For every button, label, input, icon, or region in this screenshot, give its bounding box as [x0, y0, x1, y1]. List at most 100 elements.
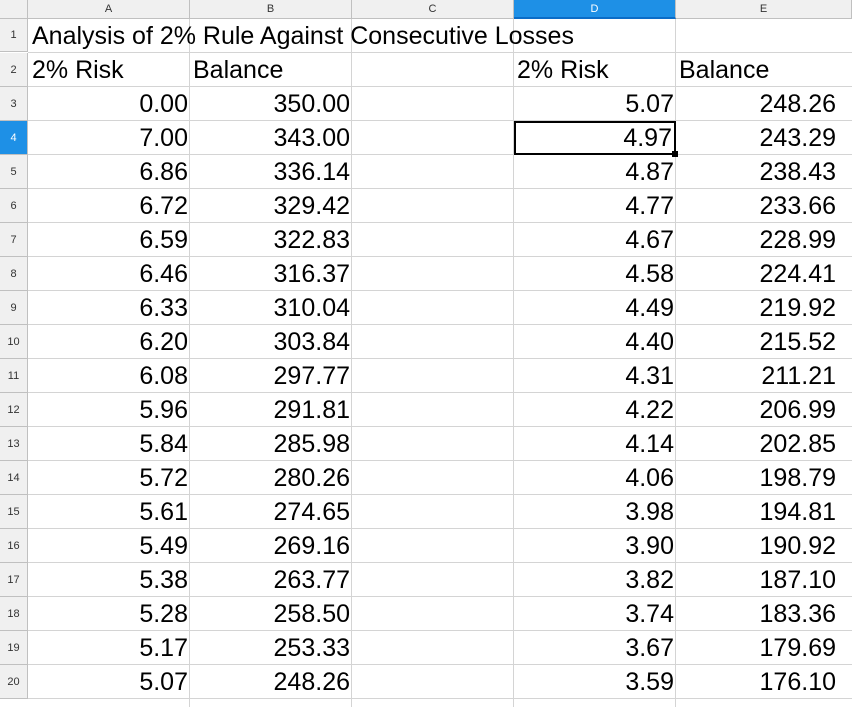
cell-b3[interactable]: 350.00	[273, 90, 350, 118]
cell-b16[interactable]: 269.16	[273, 532, 350, 560]
row-header-9[interactable]: 9	[0, 291, 28, 325]
cell-a18[interactable]: 5.28	[139, 600, 188, 628]
cell-d7[interactable]: 4.67	[625, 226, 674, 254]
cell-grid[interactable]	[28, 19, 852, 707]
cell-b5[interactable]: 336.14	[273, 158, 350, 186]
cell-a4[interactable]: 7.00	[139, 124, 188, 152]
cell-d15[interactable]: 3.98	[625, 498, 674, 526]
row-header-15[interactable]: 15	[0, 495, 28, 529]
cell-a9[interactable]: 6.33	[139, 294, 188, 322]
row-header-16[interactable]: 16	[0, 529, 28, 563]
cell-d8[interactable]: 4.58	[625, 260, 674, 288]
cell-b7[interactable]: 322.83	[273, 226, 350, 254]
cell-a5[interactable]: 6.86	[139, 158, 188, 186]
cell-a7[interactable]: 6.59	[139, 226, 188, 254]
cell-e14[interactable]: 198.79	[759, 464, 836, 492]
cell-d14[interactable]: 4.06	[625, 464, 674, 492]
row-header-10[interactable]: 10	[0, 325, 28, 359]
cell-b10[interactable]: 303.84	[273, 328, 350, 356]
cell-b9[interactable]: 310.04	[273, 294, 350, 322]
row-header-7[interactable]: 7	[0, 223, 28, 257]
row-header-8[interactable]: 8	[0, 257, 28, 291]
cell-d12[interactable]: 4.22	[625, 396, 674, 424]
cell-b4[interactable]: 343.00	[273, 124, 350, 152]
row-header-18[interactable]: 18	[0, 597, 28, 631]
cell-d6[interactable]: 4.77	[625, 192, 674, 220]
cell-e19[interactable]: 179.69	[759, 634, 836, 662]
cell-d9[interactable]: 4.49	[625, 294, 674, 322]
cell-d16[interactable]: 3.90	[625, 532, 674, 560]
cell-e16[interactable]: 190.92	[759, 532, 836, 560]
column-header-e[interactable]: E	[676, 0, 852, 19]
cell-e9[interactable]: 219.92	[759, 294, 836, 322]
cell-d5[interactable]: 4.87	[625, 158, 674, 186]
cell-e6[interactable]: 233.66	[759, 192, 836, 220]
cell-a16[interactable]: 5.49	[139, 532, 188, 560]
cell-d13[interactable]: 4.14	[625, 430, 674, 458]
cell-a8[interactable]: 6.46	[139, 260, 188, 288]
cell-e8[interactable]: 224.41	[759, 260, 836, 288]
cell-e15[interactable]: 194.81	[759, 498, 836, 526]
cell-e5[interactable]: 238.43	[759, 158, 836, 186]
cell-e13[interactable]: 202.85	[759, 430, 836, 458]
cell-e7[interactable]: 228.99	[759, 226, 836, 254]
cell-e12[interactable]: 206.99	[759, 396, 836, 424]
header-cell-e2[interactable]: Balance	[679, 56, 770, 84]
row-header-5[interactable]: 5	[0, 155, 28, 189]
cell-b8[interactable]: 316.37	[273, 260, 350, 288]
cell-a12[interactable]: 5.96	[139, 396, 188, 424]
header-cell-b2[interactable]: Balance	[193, 56, 284, 84]
row-header-2[interactable]: 2	[0, 53, 28, 87]
cell-e4[interactable]: 243.29	[759, 124, 836, 152]
row-header-6[interactable]: 6	[0, 189, 28, 223]
fill-handle[interactable]	[672, 151, 678, 157]
cell-b13[interactable]: 285.98	[273, 430, 350, 458]
cell-a17[interactable]: 5.38	[139, 566, 188, 594]
title-cell[interactable]: Analysis of 2% Rule Against Consecutive …	[32, 22, 574, 50]
row-header-1[interactable]: 1	[0, 19, 28, 52]
cell-b19[interactable]: 253.33	[273, 634, 350, 662]
row-header-4[interactable]: 4	[0, 121, 28, 155]
cell-a14[interactable]: 5.72	[139, 464, 188, 492]
column-header-a[interactable]: A	[28, 0, 190, 19]
row-header-12[interactable]: 12	[0, 393, 28, 427]
header-cell-a2[interactable]: 2% Risk	[32, 56, 124, 84]
active-cell-d4[interactable]: 4.97	[514, 121, 676, 155]
row-header-14[interactable]: 14	[0, 461, 28, 495]
cell-b11[interactable]: 297.77	[273, 362, 350, 390]
row-header-3[interactable]: 3	[0, 87, 28, 121]
column-header-d[interactable]: D	[514, 0, 676, 19]
cell-d11[interactable]: 4.31	[625, 362, 674, 390]
row-header-17[interactable]: 17	[0, 563, 28, 597]
cell-e11[interactable]: 211.21	[761, 362, 836, 390]
cell-d10[interactable]: 4.40	[625, 328, 674, 356]
cell-b20[interactable]: 248.26	[273, 668, 350, 696]
cell-b14[interactable]: 280.26	[273, 464, 350, 492]
cell-d3[interactable]: 5.07	[625, 90, 674, 118]
cell-a11[interactable]: 6.08	[139, 362, 188, 390]
cell-a20[interactable]: 5.07	[139, 668, 188, 696]
cell-e18[interactable]: 183.36	[759, 600, 836, 628]
cell-b15[interactable]: 274.65	[273, 498, 350, 526]
row-header-20[interactable]: 20	[0, 665, 28, 699]
cell-d18[interactable]: 3.74	[625, 600, 674, 628]
row-header-11[interactable]: 11	[0, 359, 28, 393]
cell-d20[interactable]: 3.59	[625, 668, 674, 696]
column-header-c[interactable]: C	[352, 0, 514, 19]
select-all-corner[interactable]	[0, 0, 28, 19]
cell-d19[interactable]: 3.67	[625, 634, 674, 662]
cell-d17[interactable]: 3.82	[625, 566, 674, 594]
cell-b12[interactable]: 291.81	[273, 396, 350, 424]
cell-a6[interactable]: 6.72	[139, 192, 188, 220]
column-header-b[interactable]: B	[190, 0, 352, 19]
cell-e3[interactable]: 248.26	[759, 90, 836, 118]
cell-b18[interactable]: 258.50	[273, 600, 350, 628]
cell-a10[interactable]: 6.20	[139, 328, 188, 356]
cell-a19[interactable]: 5.17	[139, 634, 188, 662]
cell-a3[interactable]: 0.00	[139, 90, 188, 118]
cell-e10[interactable]: 215.52	[759, 328, 836, 356]
cell-e20[interactable]: 176.10	[759, 668, 836, 696]
cell-b17[interactable]: 263.77	[273, 566, 350, 594]
cell-a15[interactable]: 5.61	[139, 498, 188, 526]
header-cell-d2[interactable]: 2% Risk	[517, 56, 609, 84]
